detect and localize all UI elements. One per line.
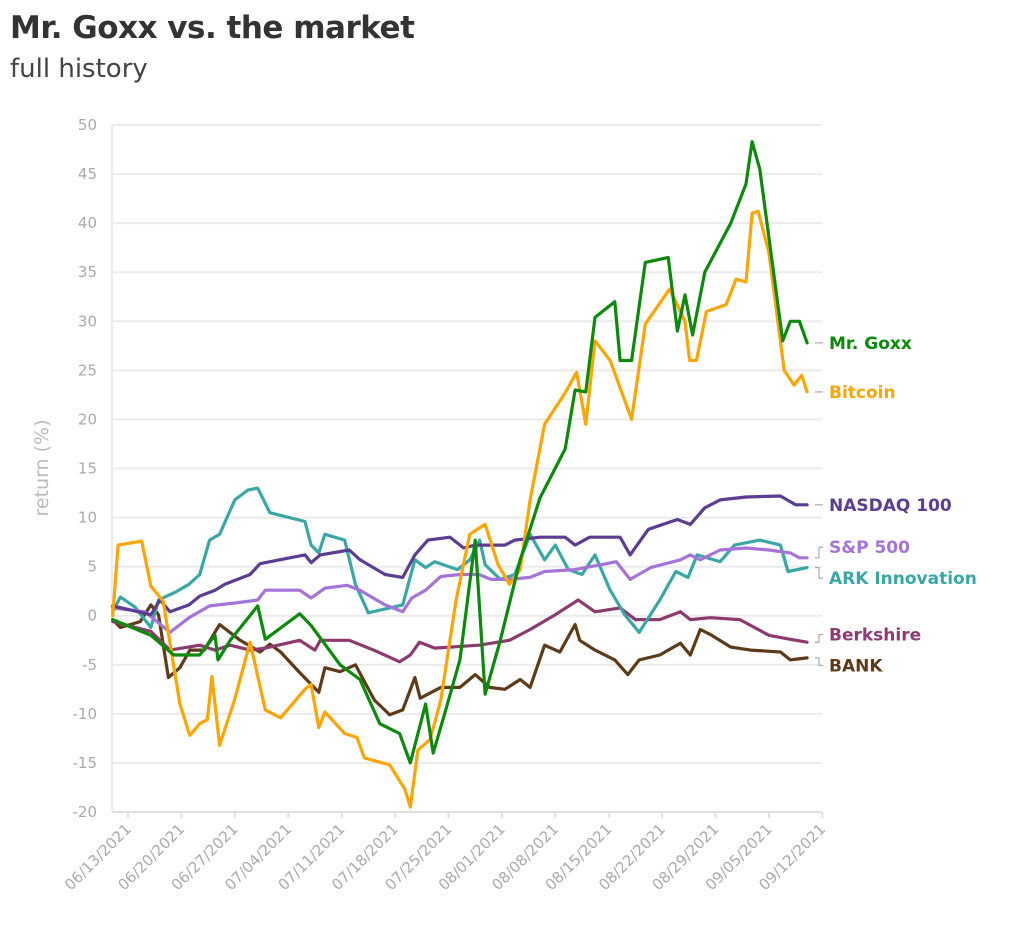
series-lines	[111, 140, 809, 809]
series-label-mr-goxx: Mr. Goxx	[815, 334, 912, 354]
series-label-text: Berkshire	[829, 626, 921, 646]
label-leader-line	[815, 657, 823, 667]
series-label-text: S&P 500	[829, 538, 910, 558]
y-axis-title: return (%)	[31, 419, 53, 516]
y-tick-label: 25	[78, 361, 97, 379]
y-tick-label: 35	[78, 263, 97, 281]
y-tick-label: -10	[73, 705, 98, 723]
label-leader-line	[815, 546, 823, 559]
y-tick-label: -5	[82, 656, 97, 674]
series-label-nasdaq-100: NASDAQ 100	[815, 496, 952, 516]
y-tick-label: 30	[78, 312, 97, 330]
y-tick-label: 5	[87, 558, 97, 576]
series-line-berkshire	[111, 598, 809, 664]
y-tick-label: 15	[78, 460, 97, 478]
series-line-mr-goxx	[111, 140, 809, 765]
chart-title: Mr. Goxx vs. the market	[10, 10, 415, 46]
gridlines	[111, 124, 822, 813]
y-tick-label: 40	[78, 214, 97, 232]
chart-subtitle: full history	[10, 54, 148, 84]
series-line-ark-innovation	[111, 486, 809, 634]
series-label-text: ARK Innovation	[829, 569, 977, 589]
y-axis-ticks: -20 -15 -10 -5 0 5 10 15 20 25 30 35 40 45 50	[73, 116, 98, 821]
series-label-text: Bitcoin	[829, 383, 896, 403]
series-line-bitcoin	[111, 209, 809, 809]
y-tick-label: 0	[87, 607, 97, 625]
series-label-bank: BANK	[815, 657, 883, 677]
label-leader-line	[815, 567, 823, 579]
y-tick-label: 45	[78, 165, 97, 183]
series-label-bitcoin: Bitcoin	[815, 383, 896, 403]
y-tick-label: 20	[78, 410, 97, 428]
series-label-text: Mr. Goxx	[829, 334, 912, 354]
series-label-text: BANK	[829, 657, 883, 677]
y-tick-label: -15	[73, 754, 98, 772]
x-axis-ticks: 06/13/202106/20/202106/27/202107/04/2021…	[61, 812, 829, 894]
series-label-berkshire: Berkshire	[815, 626, 921, 646]
label-leader-line	[815, 633, 823, 643]
y-tick-label: -20	[73, 803, 98, 821]
y-tick-label: 50	[78, 116, 97, 134]
series-line-nasdaq-100	[111, 494, 809, 617]
series-label-s-p-500: S&P 500	[815, 538, 910, 559]
series-label-text: NASDAQ 100	[829, 496, 952, 516]
series-label-ark-innovation: ARK Innovation	[815, 567, 977, 589]
y-tick-label: 10	[78, 509, 97, 527]
series-labels: Mr. Goxx Bitcoin NASDAQ 100 S&P 500 ARK Inno…	[815, 334, 977, 677]
